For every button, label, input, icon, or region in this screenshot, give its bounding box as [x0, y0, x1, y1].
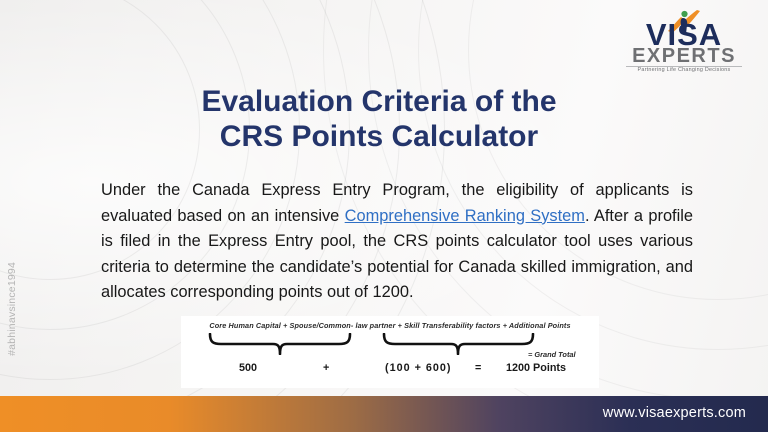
crs-formula-graphic: Core Human Capital + Spouse/Common- law …	[181, 316, 599, 388]
logo-tagline: Partnering Life Changing Decisions	[637, 67, 731, 73]
formula-operator-plus: +	[323, 362, 330, 374]
formula-components-line: Core Human Capital + Spouse/Common- law …	[209, 321, 571, 330]
slide-title-line-1: Evaluation Criteria of the	[201, 85, 557, 118]
visa-experts-logo: VISA EXPERTS Partnering Life Changing De…	[618, 6, 750, 78]
grand-total-label: = Grand Total	[528, 350, 576, 359]
footer-bar: www.visaexperts.com	[0, 396, 768, 432]
formula-operator-equals: =	[475, 362, 482, 374]
person-figure-icon	[668, 10, 700, 34]
logo-experts-text: EXPERTS	[632, 45, 736, 67]
formula-value-group: (100 + 600)	[385, 362, 452, 374]
brace-right-icon	[382, 333, 535, 355]
vertical-hashtag: #abhinavsince1994	[6, 262, 18, 356]
formula-values-row: 500 + (100 + 600) = 1200 Points	[181, 362, 599, 382]
brace-left-icon	[208, 333, 352, 355]
comprehensive-ranking-system-link[interactable]: Comprehensive Ranking System	[344, 206, 585, 225]
logo-divider	[626, 66, 742, 67]
slide-title: Evaluation Criteria of the CRS Points Ca…	[104, 84, 654, 154]
body-text-before-link: Under the Canada Express Entry Program, …	[101, 181, 693, 225]
slide-title-line-2: CRS Points Calculator	[219, 120, 539, 154]
body-text-after-link: . After a profile is filed in the Expres…	[101, 206, 694, 302]
formula-value-total: 1200 Points	[506, 362, 567, 374]
logo-visa-text: VISA	[645, 17, 723, 52]
formula-value-core: 500	[239, 362, 258, 374]
slide-body-paragraph: Under the Canada Express Entry Program, …	[101, 178, 693, 306]
footer-website-url: www.visaexperts.com	[602, 405, 746, 421]
